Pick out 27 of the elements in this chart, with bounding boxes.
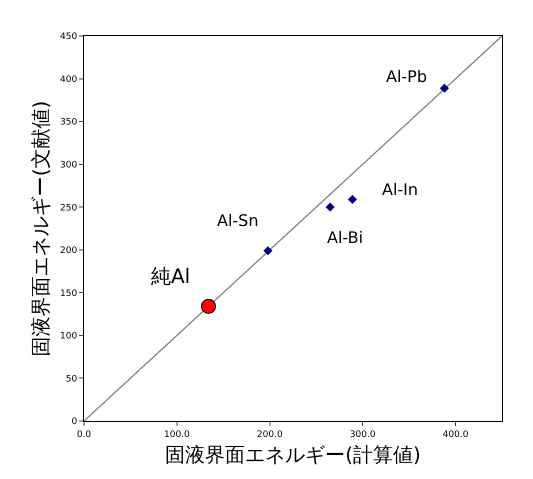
point	[200, 298, 216, 314]
annotation: Al-Sn	[217, 211, 258, 230]
y-tick-label: 450	[60, 32, 78, 42]
y-tick-label: 150	[60, 288, 78, 299]
y-tick-label: 200	[60, 246, 78, 256]
point	[326, 202, 335, 212]
annotation: Al-Pb	[386, 67, 427, 86]
annotation: 純Al	[151, 264, 190, 288]
point	[348, 194, 357, 204]
x-tick-label: 300.0	[350, 430, 376, 440]
x-axis-title: 固液界面エネルギー(計算値)	[165, 442, 421, 466]
x-tick-label: 200.0	[256, 430, 283, 440]
y-tick-label: 400	[60, 74, 78, 85]
y-tick-label: 250	[60, 203, 78, 214]
y-axis-title: 固液界面エネルギー(文献値)	[28, 100, 53, 356]
x-tick-label: 100.0	[164, 430, 190, 440]
annotation: Al-Bi	[327, 228, 364, 247]
x-tick-label: 400.0	[442, 430, 469, 440]
point	[263, 246, 272, 256]
y-tick-label: 350	[60, 118, 78, 128]
annotation: Al-In	[382, 180, 418, 199]
y-tick-label: 50	[66, 374, 78, 384]
y-tick-label: 300	[60, 160, 78, 170]
point	[440, 84, 449, 93]
y-tick-label: 0	[71, 417, 78, 428]
x-tick-label: 0.0	[76, 430, 92, 440]
y-tick-label: 100	[60, 332, 78, 342]
